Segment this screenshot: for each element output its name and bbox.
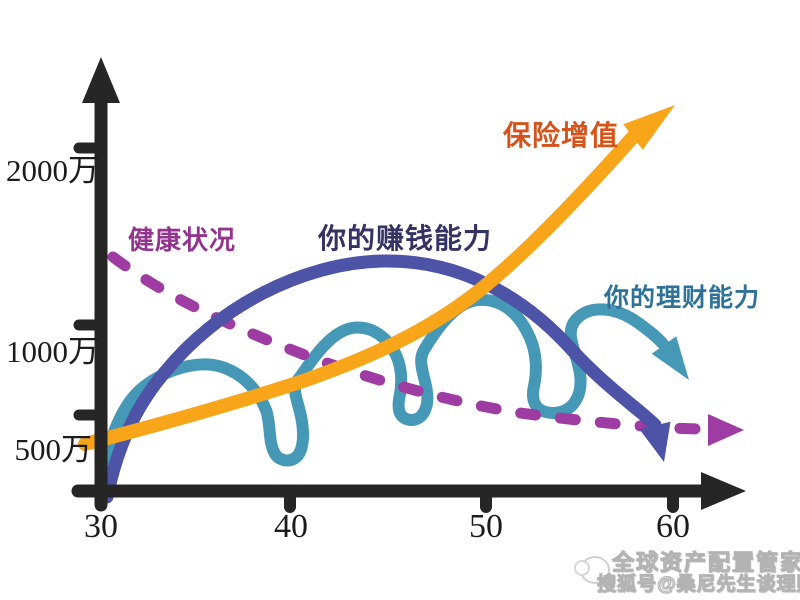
y-axis-arrowhead-icon [82,57,120,103]
earning-ability-curve [100,254,671,504]
y-axis [73,57,120,512]
insurance-arrowhead-icon [623,105,675,150]
watermark-brand-text: 全球资产配置管家 [611,550,800,575]
insurance-growth-label: 保险增值 [503,120,620,151]
x-axis-label-30: 30 [84,508,118,545]
y-axis-label-2000: 2000万 [6,153,99,188]
y-axis-label-1000: 1000万 [6,334,99,369]
earning-arrowhead-icon [639,421,671,462]
earning-ability-label: 你的赚钱能力 [318,223,493,254]
wealth-arrowhead-icon [651,336,689,380]
x-axis [71,472,746,513]
y-axis-label-500: 500万 [14,432,93,467]
wealth-management-curve [94,293,689,499]
health-status-label: 健康状况 [128,225,237,255]
watermark-logo-icon [574,556,610,584]
health-status-curve [107,251,744,446]
x-axis-label-40: 40 [274,508,308,545]
insurance-growth-curve [78,105,675,451]
x-axis-arrowhead-icon [701,472,746,510]
x-axis-label-50: 50 [469,508,503,545]
x-axis-label-60: 60 [656,508,690,545]
health-arrowhead-icon [708,414,744,446]
wealth-management-label: 你的理财能力 [604,284,761,312]
watermark-account-text: 搜狐号@桑尼先生谈理财 [597,574,800,595]
